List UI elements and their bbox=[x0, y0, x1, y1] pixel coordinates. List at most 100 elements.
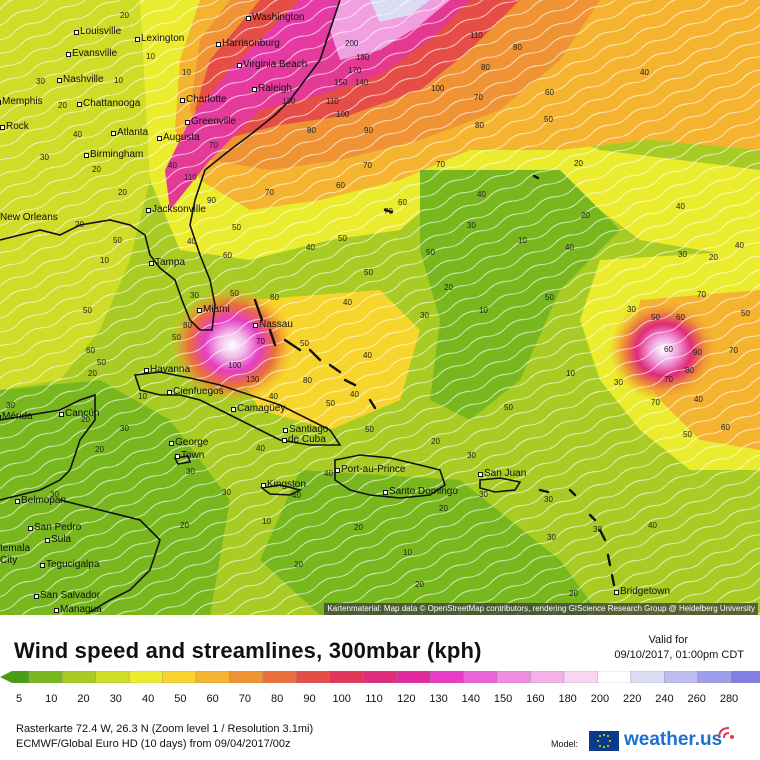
legend-swatch bbox=[128, 671, 163, 683]
city-label: Atlanta bbox=[117, 127, 149, 138]
city-marker-icon bbox=[180, 98, 185, 103]
city-label: Town bbox=[181, 450, 205, 461]
valid-for-label: Valid for bbox=[648, 634, 688, 646]
city-label: Havanna bbox=[150, 364, 191, 375]
speed-value-label: 50 bbox=[97, 358, 106, 367]
speed-value-label: 80 bbox=[685, 366, 694, 375]
speed-value-label: 90 bbox=[364, 126, 373, 135]
city-marker-icon bbox=[34, 594, 39, 599]
speed-value-label: 10 bbox=[566, 369, 575, 378]
city-label: Cienfuegos bbox=[173, 386, 224, 397]
speed-value-label: 30 bbox=[614, 378, 623, 387]
speed-value-label: 70 bbox=[256, 337, 265, 346]
speed-value-label: 40 bbox=[256, 444, 265, 453]
legend-swatch bbox=[296, 671, 330, 683]
speed-value-label: 110 bbox=[326, 97, 339, 106]
speed-value-label: 60 bbox=[336, 181, 345, 190]
city-marker-icon bbox=[0, 100, 1, 105]
speed-value-label: 30 bbox=[627, 305, 636, 314]
city-label: San Pedro bbox=[34, 522, 82, 533]
speed-value-label: 20 bbox=[95, 445, 104, 454]
speed-value-label: 20 bbox=[58, 101, 67, 110]
speed-value-label: 40 bbox=[363, 351, 372, 360]
legend-value-label: 40 bbox=[141, 693, 155, 705]
weather-us-logo[interactable]: weather.us bbox=[624, 729, 723, 750]
city-marker-icon bbox=[253, 323, 258, 328]
legend-swatch bbox=[95, 671, 130, 683]
speed-value-label: 20 bbox=[92, 165, 101, 174]
city-marker-icon bbox=[169, 441, 174, 446]
speed-value-label: 90 bbox=[693, 348, 702, 357]
legend-value-label: 30 bbox=[109, 693, 122, 705]
legend-value-label: 160 bbox=[526, 693, 545, 705]
speed-value-label: 140 bbox=[355, 78, 369, 87]
speed-value-label: 70 bbox=[729, 346, 738, 355]
speed-value-label: 70 bbox=[651, 398, 660, 407]
speed-value-label: 50 bbox=[545, 293, 554, 302]
city-label: New Orleans bbox=[0, 212, 58, 223]
legend-swatch bbox=[563, 671, 598, 683]
city-label: Port-au-Prince bbox=[341, 464, 406, 475]
legend-value-label: 110 bbox=[365, 693, 383, 705]
speed-value-label: 80 bbox=[307, 126, 316, 135]
speed-value-label: 70 bbox=[697, 290, 706, 299]
legend-swatch bbox=[396, 671, 431, 683]
city-label: Camagüey bbox=[237, 403, 286, 414]
speed-value-label: 20 bbox=[444, 283, 453, 292]
chart-title: Wind speed and streamlines, 300mbar (kph… bbox=[14, 638, 482, 663]
speed-value-label: 70 bbox=[436, 160, 445, 169]
coastlines bbox=[0, 0, 522, 613]
city-label: Greenville bbox=[191, 116, 237, 127]
speed-value-label: 20 bbox=[75, 220, 84, 229]
city-label: City bbox=[0, 555, 18, 566]
city-label: Kingston bbox=[267, 479, 306, 490]
wind-map[interactable]: 200 180 170 150 140 130 110 100 90 80 110 100 80 80 70… bbox=[0, 0, 760, 615]
speed-value-label: 20 bbox=[88, 369, 97, 378]
city-marker-icon bbox=[197, 308, 202, 313]
city-label: Washington bbox=[252, 12, 305, 23]
eu-flag-icon bbox=[589, 731, 619, 751]
speed-value-label: 10 bbox=[100, 256, 109, 265]
speed-value-label: 50 bbox=[83, 306, 92, 315]
speed-value-label: 20 bbox=[709, 253, 718, 262]
speed-value-label: 20 bbox=[581, 211, 590, 220]
city-label: Chattanooga bbox=[83, 98, 141, 109]
city-marker-icon bbox=[40, 563, 45, 568]
legend-value-label: 60 bbox=[206, 693, 219, 705]
speed-value-label: 50 bbox=[300, 339, 309, 348]
legend-value-label: 260 bbox=[687, 693, 706, 705]
speed-value-label: 40 bbox=[168, 161, 177, 170]
speed-value-label: 100 bbox=[431, 84, 445, 93]
legend-max-arrow bbox=[748, 671, 760, 683]
speed-value-label: 80 bbox=[183, 321, 192, 330]
speed-value-label: 50 bbox=[544, 115, 553, 124]
speed-value-label: 50 bbox=[741, 309, 750, 318]
speed-value-label: 40 bbox=[306, 243, 315, 252]
speed-value-label: 10 bbox=[518, 236, 527, 245]
speed-value-label: 100 bbox=[228, 361, 242, 370]
city-label: Mérida bbox=[2, 411, 33, 422]
speed-value-label: 40 bbox=[676, 202, 685, 211]
city-label: George bbox=[175, 437, 209, 448]
legend-swatch bbox=[262, 671, 297, 683]
speed-value-label: 180 bbox=[356, 53, 370, 62]
streamlines bbox=[0, 0, 760, 615]
legend-swatch bbox=[229, 671, 264, 683]
city-label: de Cuba bbox=[288, 434, 326, 445]
city-marker-icon bbox=[45, 538, 50, 543]
speed-value-label: 40 bbox=[640, 68, 649, 77]
city-label: Santo Domingo bbox=[389, 486, 458, 497]
city-label: Tegucigalpa bbox=[46, 559, 100, 570]
speed-value-label: 130 bbox=[246, 375, 260, 384]
city-marker-icon bbox=[111, 131, 116, 136]
speed-value-label: 60 bbox=[86, 346, 95, 355]
legend-value-label: 90 bbox=[303, 693, 316, 705]
city-label: Miami bbox=[203, 304, 230, 315]
city-marker-icon bbox=[185, 120, 190, 125]
model-label: Model: bbox=[551, 739, 579, 749]
legend-min-arrow bbox=[0, 671, 12, 683]
city-label: Jacksonville bbox=[152, 204, 206, 215]
speed-value-label: 50 bbox=[172, 333, 181, 342]
speed-value-label: 170 bbox=[348, 66, 362, 75]
city-label: Tampa bbox=[155, 257, 186, 268]
